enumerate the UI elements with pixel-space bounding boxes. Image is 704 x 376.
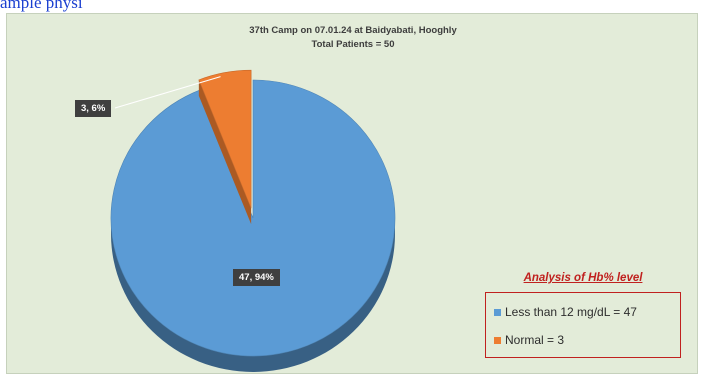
legend: Less than 12 mg/dL = 47 Normal = 3 [485, 292, 681, 358]
chart-title: 37th Camp on 07.01.24 at Baidyabati, Hoo… [249, 25, 457, 36]
slice-normal [198, 69, 252, 209]
legend-title: Analysis of Hb% level [523, 272, 643, 284]
legend-swatch-orange [494, 336, 501, 344]
chart-area: 37th Camp on 07.01.24 at Baidyabati, Hoo… [6, 13, 698, 374]
slice-cut-normal [198, 79, 252, 225]
top-caption: ample physi [0, 0, 704, 14]
legend-swatch-blue [494, 308, 501, 316]
chart-subtitle: Total Patients = 50 [311, 39, 395, 50]
top-caption-text: ample physi [0, 0, 83, 12]
slice-less-than-12-mg-dl [110, 79, 396, 357]
leader-line-normal [114, 76, 221, 109]
legend-label-normal: Normal = 3 [505, 333, 565, 347]
legend-label-less-than-12: Less than 12 mg/dL = 47 [505, 305, 637, 319]
data-label-less-than-12: 47, 94% [233, 269, 280, 286]
data-label-normal: 3, 6% [75, 100, 112, 117]
pie-chart [110, 69, 396, 372]
legend-item-less-than-12: Less than 12 mg/dL = 47 [494, 305, 637, 319]
legend-item-normal: Normal = 3 [494, 333, 564, 347]
